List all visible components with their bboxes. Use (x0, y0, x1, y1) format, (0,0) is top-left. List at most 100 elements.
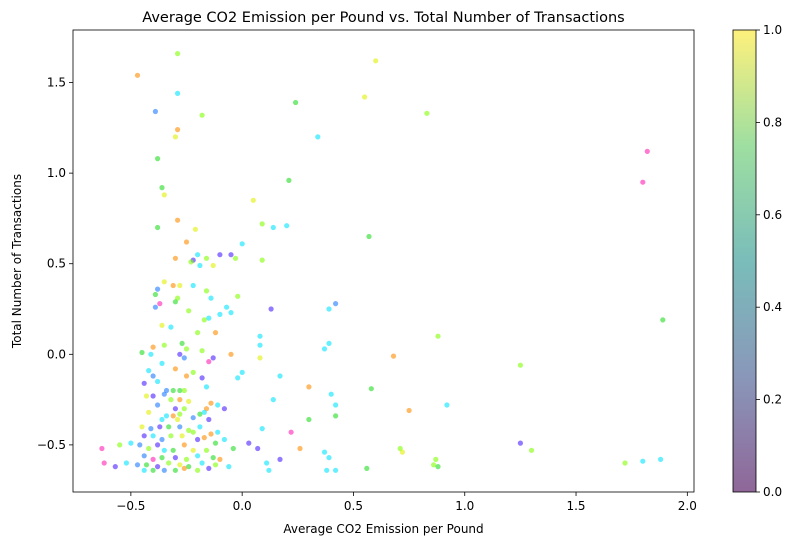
data-point (99, 445, 105, 452)
data-point (250, 197, 256, 203)
data-point (333, 402, 339, 408)
data-point (159, 436, 165, 443)
data-point (155, 286, 161, 292)
data-point (163, 413, 170, 419)
data-point (326, 455, 332, 461)
data-point (155, 402, 161, 408)
data-point (297, 445, 303, 452)
data-point (640, 179, 646, 185)
chart-title: Average CO2 Emission per Pound vs. Total… (142, 10, 624, 26)
data-point (212, 462, 219, 468)
data-point (203, 255, 210, 261)
data-point (195, 330, 201, 336)
data-point (373, 58, 379, 64)
x-tick-label: 1.0 (455, 499, 474, 513)
data-point (199, 460, 205, 466)
colorbar-tick-label: 0.8 (763, 115, 782, 129)
data-point (117, 442, 123, 448)
points-layer (99, 51, 666, 473)
data-point (148, 351, 154, 357)
colorbar-tick-label: 0.6 (763, 208, 782, 222)
data-point (134, 462, 141, 468)
data-point (181, 406, 187, 412)
data-point (277, 373, 283, 379)
data-point (177, 397, 183, 403)
data-point (206, 359, 212, 365)
data-point (324, 467, 330, 473)
data-point (226, 464, 232, 470)
data-point (306, 416, 312, 423)
data-point (266, 467, 272, 473)
data-point (175, 416, 181, 423)
data-point (368, 386, 374, 392)
data-point (390, 353, 397, 359)
y-axis-label: Total Number of Transactions (10, 174, 24, 349)
data-point (622, 460, 628, 466)
data-point (150, 467, 156, 473)
data-point (208, 431, 214, 437)
data-point (270, 397, 276, 403)
data-point (288, 429, 294, 435)
x-tick-label: 1.5 (566, 499, 585, 513)
y-tick-label: 1.5 (47, 76, 66, 90)
data-point (201, 409, 207, 415)
data-point (333, 301, 339, 307)
plot-area (73, 30, 694, 492)
data-point (197, 424, 203, 430)
data-point (181, 442, 187, 448)
data-point (155, 378, 161, 385)
data-point (362, 94, 368, 100)
data-point (364, 465, 370, 471)
data-point (328, 391, 334, 397)
data-point (199, 112, 205, 118)
data-point (159, 185, 165, 191)
data-point (150, 373, 156, 379)
data-point (203, 447, 210, 453)
data-point (190, 429, 196, 435)
data-point (315, 134, 321, 140)
data-point (235, 293, 241, 299)
data-point (146, 445, 152, 452)
data-point (528, 447, 535, 453)
data-point (161, 192, 167, 198)
data-point (152, 108, 158, 115)
data-point (257, 333, 263, 339)
data-point (215, 402, 221, 408)
data-point (139, 424, 145, 430)
data-point (183, 346, 190, 352)
data-point (170, 413, 176, 419)
data-point (286, 177, 292, 183)
colorbar-ticks: 0.0 0.2 0.4 0.6 0.8 1.0 (756, 23, 782, 499)
data-point (172, 467, 178, 473)
data-point (230, 445, 236, 452)
data-point (221, 406, 227, 412)
data-point (155, 224, 161, 231)
colorbar-tick-label: 0.0 (763, 485, 782, 499)
data-point (161, 342, 167, 348)
data-point (270, 224, 276, 231)
data-point (175, 127, 181, 133)
data-point (170, 447, 176, 453)
data-point (177, 387, 183, 394)
data-point (183, 456, 190, 462)
data-point (228, 351, 234, 357)
data-point (177, 282, 183, 289)
x-tick-label: −0.5 (116, 499, 145, 513)
data-point (195, 453, 201, 459)
data-point (257, 355, 263, 361)
data-point (517, 362, 524, 368)
data-point (206, 465, 212, 471)
data-point (128, 440, 134, 446)
data-point (435, 333, 441, 339)
x-tick-label: 0.5 (344, 499, 363, 513)
data-point (433, 456, 439, 462)
data-point (197, 411, 203, 417)
data-point (321, 449, 328, 455)
colorbar (733, 30, 756, 492)
x-axis-ticks: −0.5 0.0 0.5 1.0 1.5 2.0 (116, 492, 697, 513)
data-point (177, 462, 183, 468)
data-point (155, 442, 161, 448)
data-point (206, 315, 212, 321)
x-axis-label: Average CO2 Emission per Pound (283, 522, 483, 536)
